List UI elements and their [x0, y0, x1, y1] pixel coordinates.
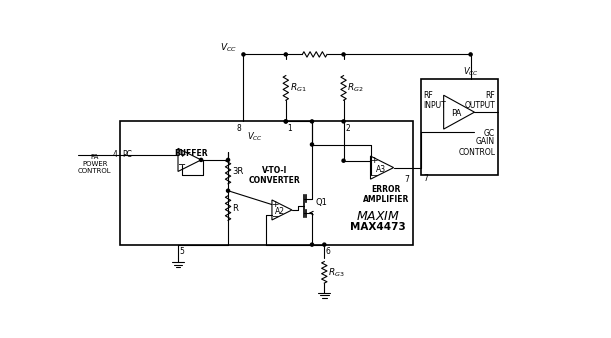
Text: +: + — [370, 156, 378, 165]
Circle shape — [200, 159, 203, 162]
Text: 8: 8 — [236, 124, 241, 133]
Text: 2: 2 — [345, 124, 350, 133]
Circle shape — [284, 120, 287, 123]
Text: PA
POWER
CONTROL: PA POWER CONTROL — [78, 154, 112, 174]
Circle shape — [342, 53, 345, 56]
Circle shape — [310, 143, 313, 146]
Text: 7: 7 — [423, 174, 428, 183]
Circle shape — [310, 243, 313, 246]
Text: BUFFER: BUFFER — [174, 149, 208, 158]
Text: R: R — [232, 203, 238, 213]
Text: PC: PC — [123, 150, 133, 159]
Text: RF
INPUT: RF INPUT — [423, 91, 445, 110]
Text: +: + — [178, 150, 186, 159]
Circle shape — [469, 53, 472, 56]
Bar — [120, 121, 413, 245]
Circle shape — [227, 159, 230, 162]
Text: ERROR
AMPLIFIER: ERROR AMPLIFIER — [363, 185, 409, 204]
Text: 3R: 3R — [232, 167, 243, 176]
Circle shape — [310, 120, 313, 123]
Text: GC: GC — [484, 129, 496, 138]
Text: RF
OUTPUT: RF OUTPUT — [464, 91, 496, 110]
Text: $R_{G1}$: $R_{G1}$ — [290, 82, 306, 94]
Text: $R_{G2}$: $R_{G2}$ — [348, 82, 364, 94]
Circle shape — [323, 243, 326, 246]
Text: −: − — [370, 170, 378, 179]
Text: PA: PA — [452, 109, 462, 118]
Text: +: + — [271, 200, 279, 209]
Text: $\mathit{MAXIM}$: $\mathit{MAXIM}$ — [356, 210, 400, 223]
Text: $V_{CC}$: $V_{CC}$ — [247, 131, 263, 143]
Text: 6: 6 — [326, 247, 331, 256]
Text: A2: A2 — [276, 207, 285, 216]
Text: −: − — [178, 160, 186, 170]
Circle shape — [342, 120, 345, 123]
Text: MAX4473: MAX4473 — [350, 222, 406, 232]
Text: 5: 5 — [180, 247, 185, 256]
Bar — [420, 79, 497, 175]
Circle shape — [284, 120, 287, 123]
Text: GAIN
CONTROL: GAIN CONTROL — [458, 137, 496, 156]
Text: $R_{G3}$: $R_{G3}$ — [328, 266, 345, 279]
Text: $V_{CC}$: $V_{CC}$ — [219, 41, 236, 54]
Circle shape — [242, 53, 245, 56]
Circle shape — [342, 159, 345, 162]
Text: $V_{CC}$: $V_{CC}$ — [463, 65, 478, 77]
Text: Q1: Q1 — [315, 198, 327, 207]
Text: 7: 7 — [404, 175, 409, 184]
Text: V-TO-I
CONVERTER: V-TO-I CONVERTER — [249, 166, 300, 185]
Text: 1: 1 — [287, 124, 292, 133]
Text: 4: 4 — [112, 150, 117, 159]
Circle shape — [227, 189, 230, 192]
Text: A3: A3 — [375, 165, 386, 174]
Text: −: − — [271, 211, 279, 220]
Circle shape — [284, 53, 287, 56]
